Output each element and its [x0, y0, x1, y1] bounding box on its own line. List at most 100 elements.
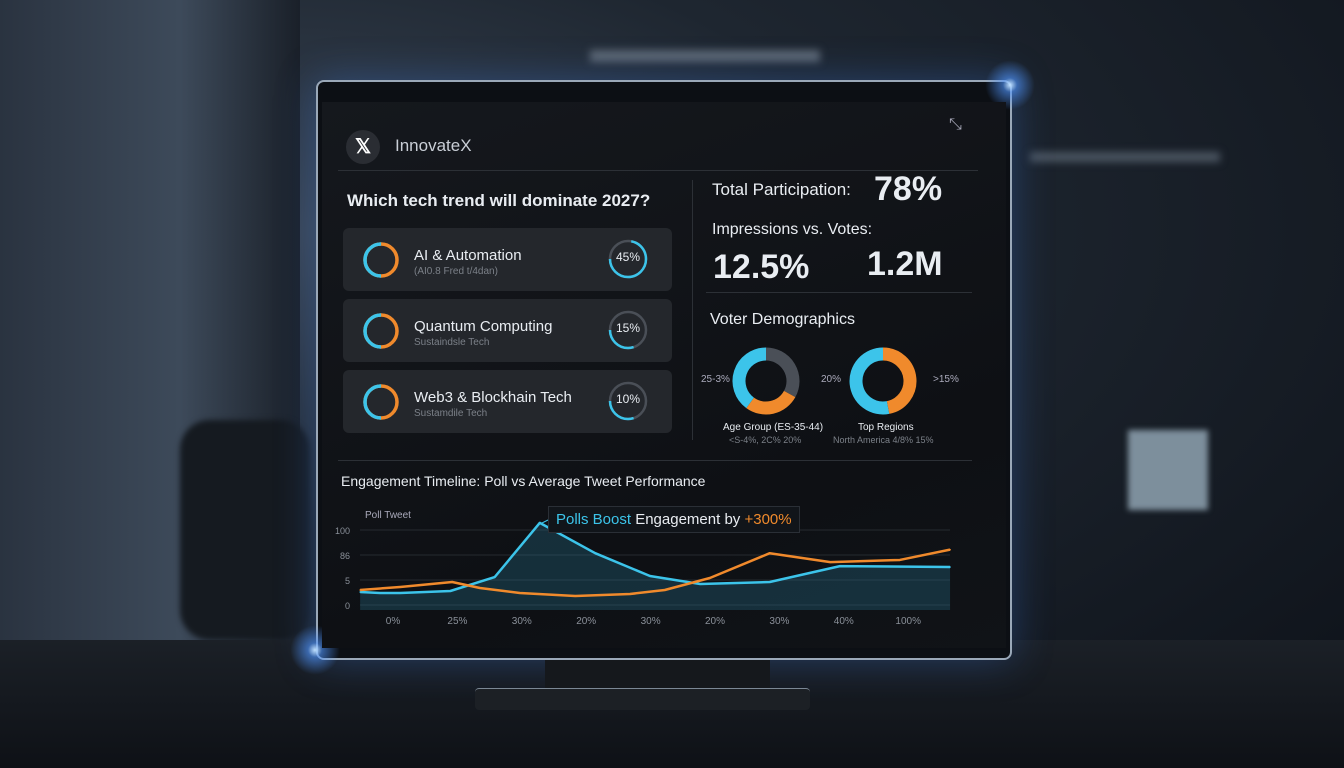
x-tick-label: 20% [576, 616, 596, 627]
age-group-detail: <S-4%, 2C% 20% [729, 435, 802, 445]
data-point [359, 589, 361, 591]
x-tick-label: 30% [641, 616, 661, 627]
option-percent-ring [608, 381, 648, 421]
data-point [574, 595, 577, 597]
ceiling-light [1030, 152, 1220, 162]
option-ring-icon [363, 313, 399, 349]
impressions-value: 12.5% [713, 248, 810, 286]
annotation-pointer [539, 519, 549, 525]
option-percent: 15% [615, 321, 641, 335]
data-point [699, 583, 701, 585]
donut-segment [746, 390, 796, 415]
top-regions-title: Top Regions [858, 422, 914, 433]
x-tick-label: 25% [447, 616, 467, 627]
regions-left-label: 20% [821, 374, 842, 385]
option-subtitle: Sustaindsle Tech [414, 337, 490, 348]
poll-option-card[interactable]: Web3 & Blockhain Tech Sustamdile Tech 10… [343, 370, 672, 433]
y-tick-label: 86 [340, 551, 350, 561]
data-point [539, 522, 541, 524]
monitor-stand-base [475, 688, 810, 710]
data-point [899, 559, 901, 561]
option-subtitle: Sustamdile Tech [414, 408, 488, 419]
monitor-stand-neck [545, 660, 770, 690]
age-side-label: 25-3% [701, 374, 730, 385]
chart-divider [338, 460, 972, 461]
x-tick-label: 20% [705, 616, 725, 627]
x-logo-icon[interactable]: 𝕏 [346, 130, 380, 164]
data-point [768, 581, 771, 583]
x-tick-label: 30% [512, 616, 532, 627]
data-point [519, 592, 521, 594]
x-tick-label: 40% [834, 616, 854, 627]
option-ring-icon [363, 384, 399, 420]
app-title: InnovateX [395, 136, 472, 155]
donut-segment [732, 347, 767, 409]
top-regions-detail: North America 4/8% 15% [833, 435, 934, 445]
option-title: Quantum Computing [414, 318, 553, 335]
y-tick-label: 5 [345, 576, 350, 586]
option-subtitle: (AI0.8 Fred t/4dan) [414, 266, 498, 277]
data-point [709, 577, 711, 579]
demographics-title: Voter Demographics [710, 311, 855, 328]
x-tick-label: 100% [895, 616, 921, 627]
annotation-middle: Engagement by [631, 511, 745, 528]
chart-legend: Poll Tweet [365, 510, 411, 521]
data-point [663, 589, 666, 591]
top-regions-donut [849, 347, 917, 415]
ceiling-light [590, 50, 820, 62]
chart-title: Engagement Timeline: Poll vs Average Twe… [341, 473, 706, 489]
data-point [949, 548, 951, 551]
impressions-label: Impressions vs. Votes: [712, 221, 873, 238]
data-point [451, 581, 454, 583]
stats-divider [706, 292, 972, 293]
data-point [629, 593, 631, 595]
chart-annotation: Polls Boost Engagement by +300% [548, 506, 800, 533]
data-point [379, 592, 381, 594]
participation-label: Total Participation: [712, 180, 851, 199]
data-point [949, 566, 951, 568]
vertical-divider [692, 180, 693, 440]
option-percent: 10% [615, 392, 641, 406]
data-point [479, 587, 481, 589]
poll-question: Which tech trend will dominate 2027? [347, 191, 651, 210]
data-point [829, 561, 832, 563]
age-group-title: Age Group (ES-35-44) [723, 422, 824, 433]
demographics-donuts [732, 347, 917, 415]
data-point [839, 565, 841, 567]
x-tick-label: 0% [386, 616, 401, 627]
age-group-donut [732, 347, 800, 415]
donut-segment [882, 347, 917, 414]
option-percent-ring [608, 310, 648, 350]
data-point [399, 592, 401, 594]
option-percent: 45% [615, 250, 641, 264]
data-point [359, 591, 361, 593]
data-point [449, 590, 452, 592]
option-ring-icon [363, 242, 399, 278]
option-title: AI & Automation [414, 247, 522, 264]
poll-option-card[interactable]: AI & Automation (AI0.8 Fred t/4dan) 45% [343, 228, 672, 291]
option-title: Web3 & Blockhain Tech [414, 389, 572, 406]
data-point [768, 552, 771, 555]
y-tick-label: 100 [335, 526, 350, 536]
data-point [649, 575, 651, 577]
data-point [493, 576, 496, 578]
light-flare [985, 60, 1035, 110]
annotation-prefix: Polls Boost [556, 511, 632, 528]
poll-option-card[interactable]: Quantum Computing Sustaindsle Tech 15% [343, 299, 672, 362]
background-chair [180, 420, 310, 640]
votes-value: 1.2M [867, 245, 943, 283]
participation-value: 78% [874, 170, 943, 208]
header-divider [338, 170, 978, 171]
annotation-value: +300% [744, 511, 792, 528]
series-line-0 [360, 521, 951, 595]
data-point [594, 552, 597, 555]
regions-right-label: >15% [933, 374, 959, 385]
data-point [399, 586, 401, 588]
collapse-icon[interactable]: ⤡ [949, 116, 962, 133]
background-monitor [1128, 430, 1208, 510]
donut-segment [765, 347, 800, 398]
x-tick-label: 30% [769, 616, 789, 627]
series-area [360, 522, 951, 610]
y-tick-label: 0 [345, 601, 350, 611]
option-percent-ring [608, 239, 648, 279]
